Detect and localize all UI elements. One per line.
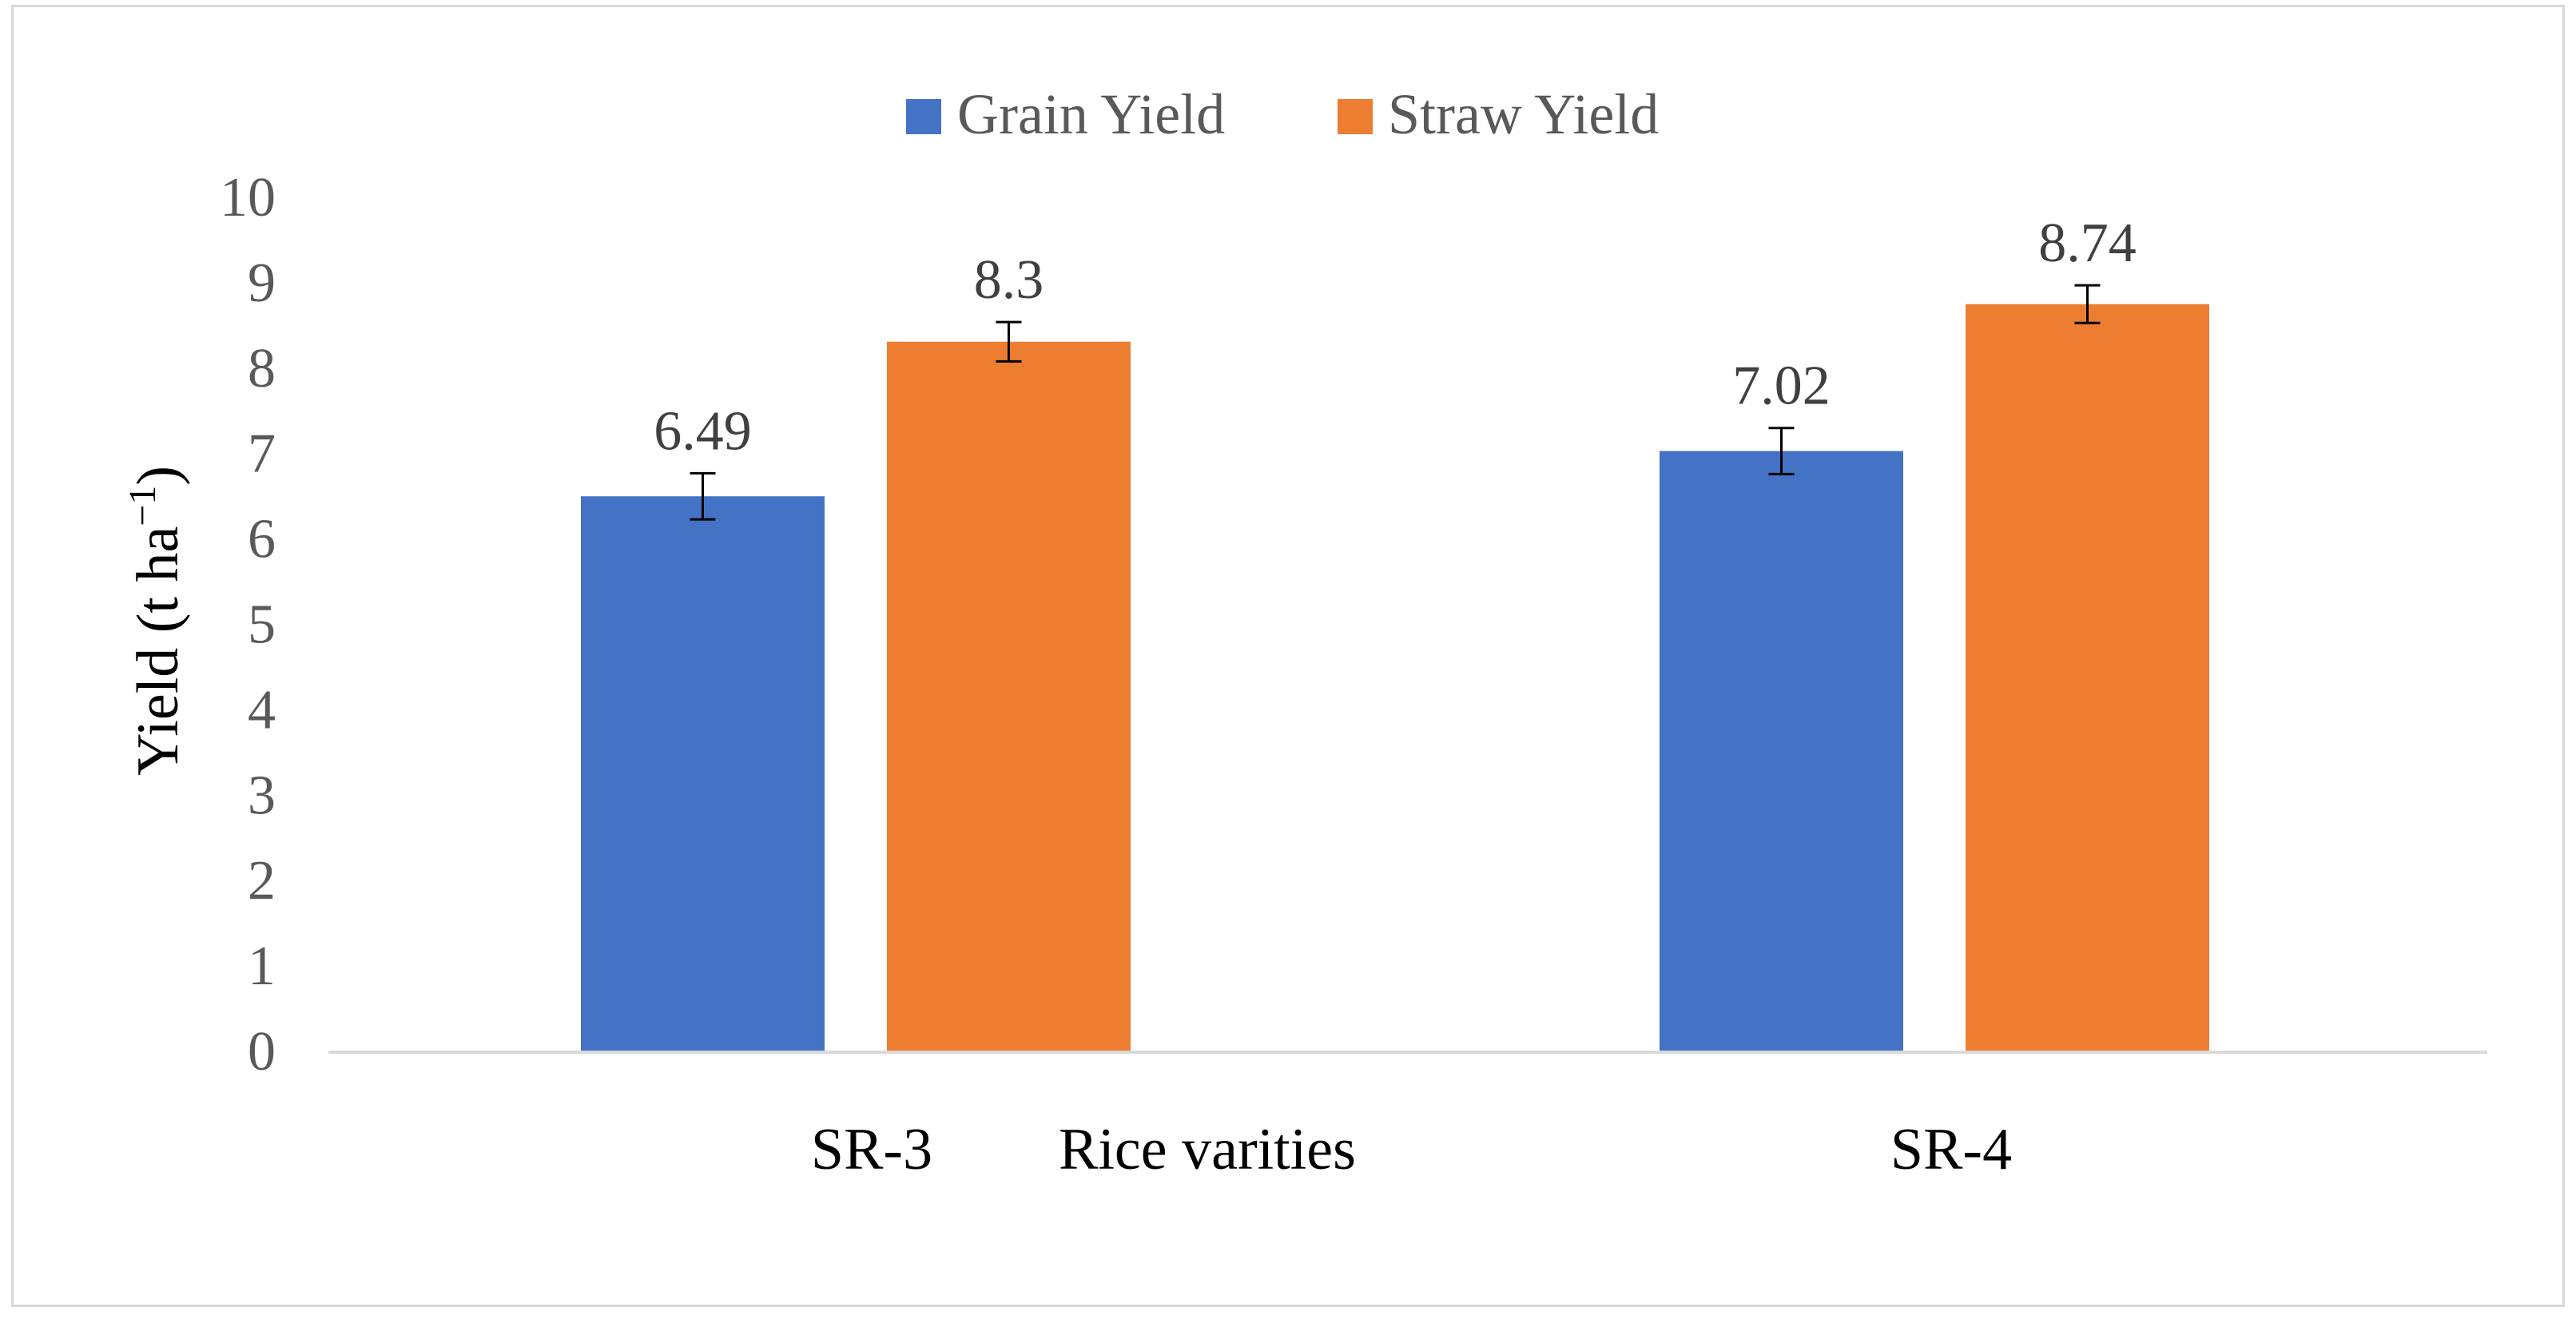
y-axis-title-close: )	[125, 466, 191, 486]
y-tick-label: 10	[220, 167, 276, 228]
category-label-sr-4: SR-4	[1890, 1117, 2012, 1182]
y-tick-label: 8	[248, 338, 276, 399]
bar-chart: Grain Yield Straw Yield 0 1 2 3 4 5 6 7 8 9 10 6.4…	[121, 82, 2487, 1182]
legend: Grain Yield Straw Yield	[906, 82, 1659, 146]
data-label: 7.02	[1732, 356, 1831, 417]
category-label-sr-3: SR-3	[811, 1117, 932, 1182]
data-labels: 6.49 8.3 7.02 8.74	[654, 213, 2137, 462]
y-tick-label: 0	[248, 1021, 276, 1083]
x-axis-title: Rice varities	[1059, 1117, 1356, 1182]
y-tick-label: 9	[248, 252, 276, 314]
bar-straw-yield-sr-4	[1966, 304, 2209, 1051]
y-tick-label: 2	[248, 850, 276, 912]
y-tick-label: 7	[248, 423, 276, 485]
y-axis-ticks: 0 1 2 3 4 5 6 7 8 9 10	[220, 167, 276, 1083]
data-label: 8.3	[974, 249, 1044, 311]
legend-label-grain-yield: Grain Yield	[957, 82, 1225, 146]
data-label: 8.74	[2038, 213, 2137, 274]
y-axis-title: Yield (t ha−1)	[121, 466, 191, 776]
bar-straw-yield-sr-3	[887, 341, 1131, 1051]
chart-frame: Grain Yield Straw Yield 0 1 2 3 4 5 6 7 8 9 10 6.4…	[11, 5, 2565, 1307]
y-axis-title-superscript: −1	[121, 486, 164, 526]
y-tick-label: 6	[248, 509, 276, 570]
bar-grain-yield-sr-3	[581, 496, 825, 1051]
y-tick-label: 1	[248, 936, 276, 997]
y-tick-label: 5	[248, 594, 276, 656]
y-tick-label: 4	[248, 679, 276, 741]
legend-swatch-grain-yield	[906, 99, 941, 134]
legend-label-straw-yield: Straw Yield	[1388, 82, 1659, 146]
legend-swatch-straw-yield	[1338, 99, 1373, 134]
bars	[581, 304, 2209, 1051]
y-axis-title-main: Yield (t ha	[125, 526, 191, 776]
bar-grain-yield-sr-4	[1660, 451, 1903, 1051]
error-bars	[690, 284, 2101, 521]
data-label: 6.49	[654, 400, 752, 462]
y-tick-label: 3	[248, 765, 276, 826]
